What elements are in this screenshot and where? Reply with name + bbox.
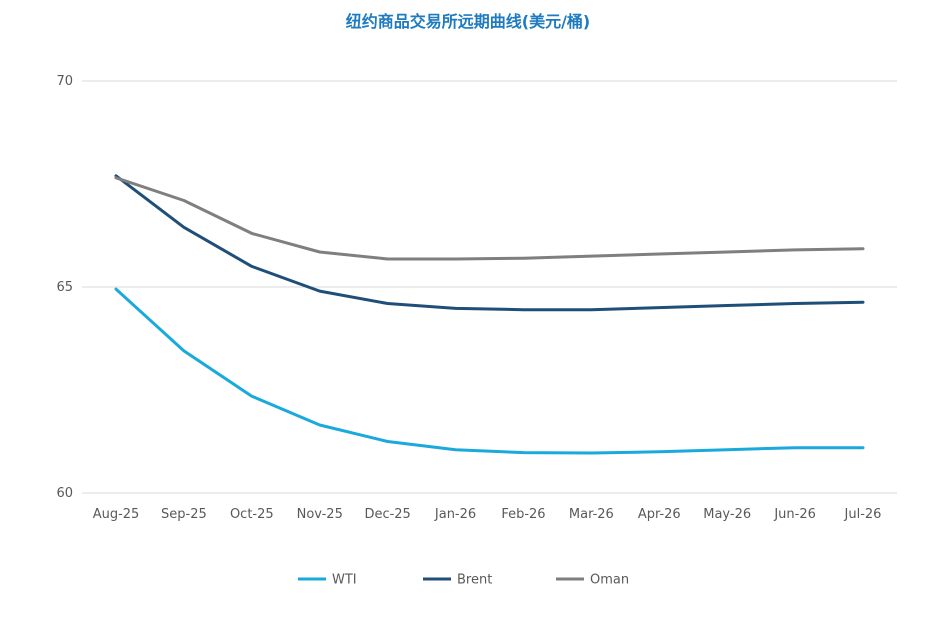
- series-lines: [114, 174, 865, 455]
- x-tick-label: Apr-26: [638, 507, 681, 522]
- x-tick-label: Nov-25: [297, 507, 343, 522]
- x-tick-label: Sep-25: [161, 507, 207, 522]
- x-axis: Aug-25 Sep-25 Oct-25 Nov-25 Dec-25 Jan-26 Feb-…: [93, 507, 882, 522]
- y-tick-label: 60: [56, 486, 73, 501]
- gridlines: [82, 80, 897, 494]
- y-axis: 60 65 70: [56, 74, 73, 501]
- legend-label-oman: Oman: [590, 573, 629, 588]
- legend: WTI Brent Oman: [298, 573, 629, 588]
- series-line-wti: [114, 287, 865, 455]
- y-tick-label: 65: [56, 280, 73, 295]
- y-tick-label: 70: [56, 74, 73, 89]
- legend-label-brent: Brent: [457, 573, 492, 588]
- x-tick-label: May-26: [703, 507, 751, 522]
- series-line-brent: [114, 174, 865, 312]
- x-tick-label: Feb-26: [501, 507, 545, 522]
- x-tick-label: Oct-25: [230, 507, 274, 522]
- x-tick-label: Jan-26: [434, 507, 476, 522]
- legend-label-wti: WTI: [332, 573, 357, 588]
- series-line-oman: [114, 176, 865, 261]
- x-tick-label: Mar-26: [569, 507, 614, 522]
- chart-title: 纽约商品交易所远期曲线(美元/桶): [346, 12, 590, 31]
- x-tick-label: Aug-25: [93, 507, 140, 522]
- x-tick-label: Jul-26: [844, 507, 882, 522]
- x-tick-label: Dec-25: [364, 507, 410, 522]
- x-tick-label: Jun-26: [773, 507, 816, 522]
